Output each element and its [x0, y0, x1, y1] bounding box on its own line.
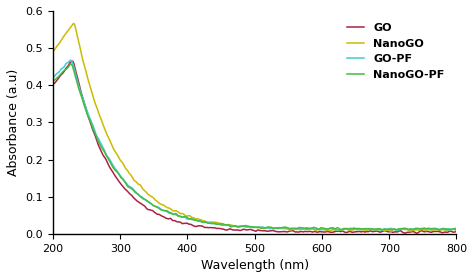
Line: GO: GO — [53, 61, 456, 233]
Line: NanoGO: NanoGO — [53, 23, 456, 231]
GO-PF — [454, 227, 459, 230]
NanoGO — [263, 227, 268, 230]
X-axis label: Wavelength (nm): Wavelength (nm) — [201, 259, 309, 272]
GO — [226, 228, 231, 231]
GO-PF — [395, 229, 401, 232]
NanoGO-PF — [68, 62, 73, 66]
GO-PF — [271, 226, 277, 230]
NanoGO-PF — [338, 228, 344, 232]
GO — [104, 160, 109, 163]
NanoGO — [104, 133, 109, 136]
NanoGO — [388, 230, 394, 233]
GO-PF — [68, 59, 73, 62]
NanoGO-PF — [454, 228, 459, 231]
NanoGO — [50, 50, 56, 53]
Line: NanoGO-PF: NanoGO-PF — [53, 64, 456, 230]
Legend: GO, NanoGO, GO-PF, NanoGO-PF: GO, NanoGO, GO-PF, NanoGO-PF — [341, 16, 451, 86]
NanoGO — [186, 214, 192, 217]
GO — [118, 183, 124, 186]
GO-PF — [186, 218, 192, 221]
GO — [414, 232, 419, 235]
NanoGO-PF — [226, 223, 231, 226]
GO-PF — [50, 76, 56, 80]
GO-PF — [104, 154, 109, 157]
GO-PF — [263, 226, 268, 229]
GO — [186, 223, 192, 226]
NanoGO — [454, 229, 459, 232]
GO — [50, 82, 56, 86]
NanoGO — [271, 227, 277, 231]
NanoGO-PF — [50, 79, 56, 82]
GO-PF — [118, 175, 124, 179]
GO — [454, 230, 459, 233]
NanoGO-PF — [118, 176, 124, 180]
NanoGO — [71, 22, 77, 25]
NanoGO-PF — [271, 227, 277, 230]
NanoGO-PF — [263, 226, 268, 230]
GO — [263, 229, 268, 232]
NanoGO-PF — [104, 155, 109, 158]
GO-PF — [226, 223, 231, 227]
NanoGO-PF — [186, 217, 192, 220]
GO — [271, 229, 277, 232]
Y-axis label: Absorbance (a.u): Absorbance (a.u) — [7, 69, 20, 176]
NanoGO — [118, 160, 124, 163]
NanoGO — [226, 224, 231, 227]
GO — [70, 59, 75, 63]
Line: GO-PF: GO-PF — [53, 60, 456, 230]
